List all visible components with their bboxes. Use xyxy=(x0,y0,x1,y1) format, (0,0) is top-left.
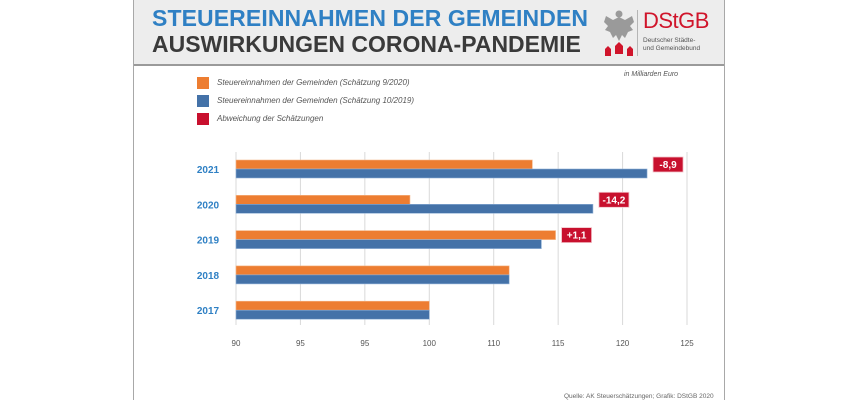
x-tick-label: 115 xyxy=(552,339,565,348)
bar-estimate-2020-2021 xyxy=(235,159,533,170)
deviation-badge-label: -8,9 xyxy=(659,160,677,171)
dstgb-logo: DStGB Deutscher Städte- und Gemeindebund xyxy=(602,8,722,58)
bars xyxy=(235,159,648,320)
x-tick-label: 125 xyxy=(680,339,694,348)
y-axis-labels: 2021 2020 2019 2018 2017 xyxy=(197,165,220,317)
legend-swatch-blue xyxy=(197,95,209,107)
deviation-badge-2020 xyxy=(598,191,630,208)
logo-subtitle-1: Deutscher Städte- xyxy=(643,37,696,44)
deviation-badge-label: +1,1 xyxy=(567,231,587,242)
x-tick-label: 95 xyxy=(360,339,369,348)
bar-estimate-2019-2017 xyxy=(235,309,430,320)
deviation-badge-label: -14,2 xyxy=(603,195,626,206)
title-line-1: STEUEREINNAHMEN DER GEMEINDEN xyxy=(152,5,589,31)
x-tick-label: 120 xyxy=(616,339,630,348)
logo-wordmark: DStGB xyxy=(643,8,709,33)
deviation-badges: -8,9 -14,2 +1,1 xyxy=(561,156,684,244)
logo-divider xyxy=(637,10,638,56)
bar-estimate-2019-2021 xyxy=(235,168,648,179)
deviation-badge-2019 xyxy=(561,227,592,244)
x-tick-label: 95 xyxy=(296,339,305,348)
y-category-label: 2020 xyxy=(197,200,220,211)
header-band: STEUEREINNAHMEN DER GEMEINDEN AUSWIRKUNG… xyxy=(134,0,724,66)
x-tick-label: 90 xyxy=(232,339,241,348)
title-line-2: AUSWIRKUNGEN CORONA-PANDEMIE xyxy=(152,31,581,57)
legend-label: Steuereinnahmen der Gemeinden (Schätzung… xyxy=(217,78,410,87)
legend-swatch-red xyxy=(197,113,209,125)
y-category-label: 2019 xyxy=(197,236,220,247)
y-category-label: 2017 xyxy=(197,306,220,317)
x-axis-labels: 90 95 95 100 110 115 120 125 xyxy=(232,339,695,348)
logo-subtitle-2: und Gemeindebund xyxy=(643,45,701,52)
y-category-label: 2021 xyxy=(197,165,220,176)
federal-eagle-icon xyxy=(604,10,634,56)
x-tick-label: 110 xyxy=(487,339,500,348)
bar-estimate-2019-2018 xyxy=(235,274,510,285)
x-tick-label: 100 xyxy=(423,339,437,348)
bar-estimate-2019-2020 xyxy=(235,204,594,214)
legend-label: Abweichung der Schätzungen xyxy=(217,114,324,123)
source-note: Quelle: AK Steuerschätzungen; Grafik: DS… xyxy=(564,393,714,400)
bar-estimate-2020-2018 xyxy=(235,265,510,276)
y-category-label: 2018 xyxy=(197,271,220,282)
bar-estimate-2020-2017 xyxy=(235,300,430,311)
legend-swatch-orange xyxy=(197,77,209,89)
bar-estimate-2020-2020 xyxy=(235,195,411,205)
deviation-badge-2021 xyxy=(652,156,684,173)
legend-label: Steuereinnahmen der Gemeinden (Schätzung… xyxy=(217,96,415,105)
bar-estimate-2019-2019 xyxy=(235,239,542,249)
unit-note: in Milliarden Euro xyxy=(624,71,679,78)
bar-estimate-2020-2019 xyxy=(235,230,556,240)
